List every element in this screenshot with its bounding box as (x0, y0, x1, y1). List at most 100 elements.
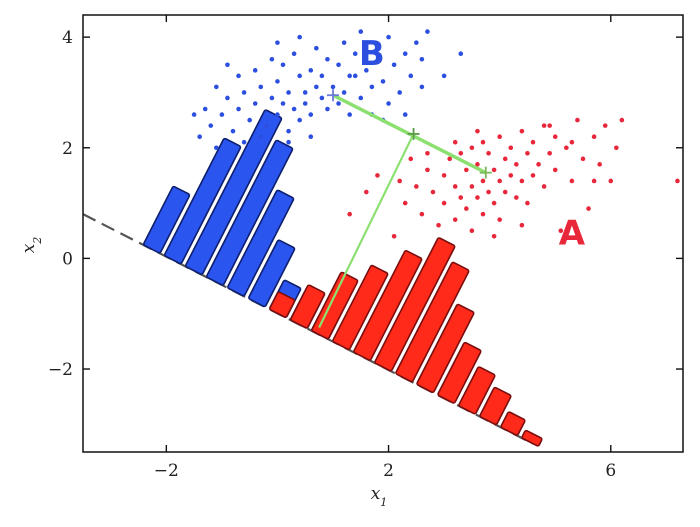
class-b-point (236, 106, 241, 112)
class-b-point (419, 56, 425, 62)
class-b-point (391, 62, 397, 68)
class-a-bar (374, 237, 456, 372)
class-b-point (314, 84, 319, 90)
class-a-point (614, 145, 619, 151)
class-b-point (441, 73, 447, 79)
tick-labels: −2 2 6 −2 0 2 4 (48, 28, 616, 481)
y-tick-label: 4 (62, 28, 73, 48)
class-a-point (519, 128, 525, 134)
class-b-point (302, 101, 308, 106)
class-a-point (441, 173, 447, 178)
perpendicular-line (318, 133, 415, 329)
class-a-point (447, 156, 452, 162)
class-a-point (536, 162, 541, 167)
class-b-point (197, 134, 202, 139)
class-b-bar (143, 185, 191, 254)
class-b-bar-group (143, 185, 191, 254)
y-axis-label: x2 (19, 237, 44, 254)
plot-area: AB (83, 29, 680, 447)
x-axis-label: x1 (371, 484, 388, 509)
class-b-point (352, 73, 358, 79)
class-a-point (425, 167, 430, 173)
class-a-bar-group (416, 303, 475, 393)
class-a-point (480, 178, 486, 184)
class-b-point (275, 112, 280, 117)
class-a-bar-group (269, 291, 296, 318)
class-b-point (352, 51, 358, 57)
class-b-point (358, 29, 364, 34)
class-a-point (475, 128, 480, 134)
class-b-point (375, 45, 380, 51)
class-a-bar-group (374, 237, 456, 372)
class-a-point (419, 211, 425, 217)
class-a-point (480, 211, 486, 217)
class-b-point (369, 84, 375, 90)
class-a-point (491, 167, 497, 173)
class-b-point (252, 101, 258, 106)
class-a-point (608, 178, 614, 184)
class-a-bar (416, 303, 475, 393)
class-b-point (291, 106, 297, 112)
class-b-point (336, 101, 341, 106)
class-b-point (419, 84, 425, 90)
class-b-bar-group (248, 239, 296, 308)
class-a-point (591, 134, 597, 139)
class-a-point (580, 156, 586, 162)
class-b-point (425, 29, 430, 34)
class-a-point (514, 162, 519, 167)
class-a-bar (437, 341, 482, 404)
class-a-point (575, 117, 580, 123)
class-a-point (525, 150, 530, 156)
class-a-point (408, 156, 414, 162)
class-b-point (275, 40, 280, 45)
class-a-point (414, 184, 419, 189)
class-b-point (380, 79, 386, 84)
class-b-point (402, 112, 408, 117)
class-a-bar-group (290, 284, 326, 329)
class-a-point (397, 178, 402, 184)
class-b-point (308, 112, 314, 117)
class-a-point (391, 233, 397, 239)
class-b-point (364, 68, 369, 73)
class-b-point (414, 40, 419, 45)
class-a-point (475, 162, 480, 167)
class-a-bar (353, 250, 423, 361)
class-b-point (297, 73, 302, 79)
plot-frame (82, 14, 684, 453)
class-a-point (375, 173, 380, 178)
class-a-point (497, 217, 502, 222)
class-label-b: B (359, 34, 385, 74)
class-b-point (297, 117, 302, 123)
class-a-bar (332, 264, 389, 351)
class-b-point (247, 117, 252, 123)
class-b-point (297, 34, 302, 40)
class-a-point (458, 195, 464, 200)
class-a-point (519, 178, 525, 184)
class-a-point (464, 167, 469, 173)
class-b-bar-group (185, 109, 283, 276)
class-b-bar-group (164, 137, 242, 265)
class-a-bar (458, 366, 496, 415)
class-b-bar (248, 239, 296, 308)
y-tick-label: 0 (62, 249, 73, 269)
class-a-point (475, 195, 480, 200)
class-a-bar (500, 411, 526, 436)
class-a-point (602, 123, 608, 128)
class-a-point (486, 189, 491, 195)
class-b-point (214, 84, 219, 90)
class-b-bar (206, 139, 294, 286)
class-b-point (319, 95, 325, 101)
class-b-point (236, 73, 241, 79)
class-a-bar-group (332, 264, 389, 351)
class-a-point (552, 167, 558, 173)
class-a-point (436, 222, 441, 228)
class-a-point (491, 200, 497, 206)
class-b-bar (185, 109, 283, 276)
class-a-point (586, 206, 591, 211)
class-b-point (325, 106, 330, 112)
class-b-bar-group (227, 189, 295, 297)
class-a-point (547, 150, 552, 156)
class-a-point (486, 150, 491, 156)
class-a-bar-group (500, 411, 526, 436)
